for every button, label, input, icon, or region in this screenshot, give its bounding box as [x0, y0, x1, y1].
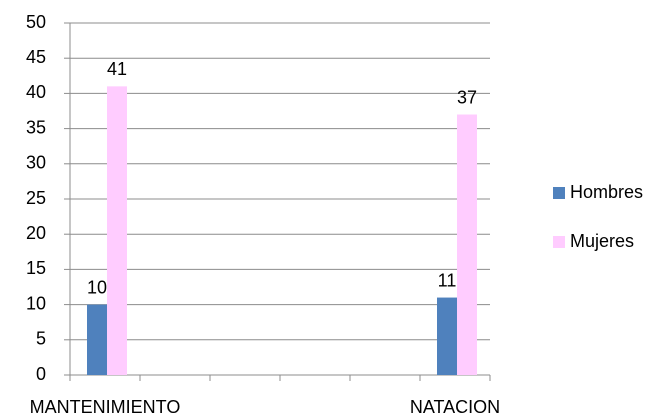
bar — [87, 304, 107, 375]
data-label: 11 — [438, 270, 457, 290]
y-tick-label: 40 — [26, 82, 46, 102]
y-tick-label: 5 — [36, 329, 46, 349]
y-tick-label: 20 — [26, 223, 46, 243]
bar — [437, 297, 457, 375]
y-tick-label: 45 — [26, 47, 46, 67]
x-tick-label: MANTENIMIENTO — [30, 397, 181, 417]
bar — [107, 86, 127, 376]
y-tick-label: 30 — [26, 153, 46, 173]
data-label: 37 — [457, 87, 477, 107]
legend-swatch — [553, 236, 565, 248]
y-tick-label: 25 — [26, 188, 46, 208]
y-tick-label: 35 — [26, 117, 46, 137]
bar — [457, 114, 477, 376]
legend-label: Mujeres — [570, 231, 634, 251]
y-tick-label: 50 — [26, 12, 46, 32]
data-label: 41 — [107, 59, 127, 79]
y-tick-label: 15 — [26, 258, 46, 278]
data-label: 10 — [87, 277, 107, 297]
y-tick-label: 0 — [36, 364, 46, 384]
legend-label: Hombres — [570, 182, 643, 202]
y-tick-label: 10 — [26, 293, 46, 313]
x-tick-label: NATACION — [410, 397, 500, 417]
legend-swatch — [553, 187, 565, 199]
